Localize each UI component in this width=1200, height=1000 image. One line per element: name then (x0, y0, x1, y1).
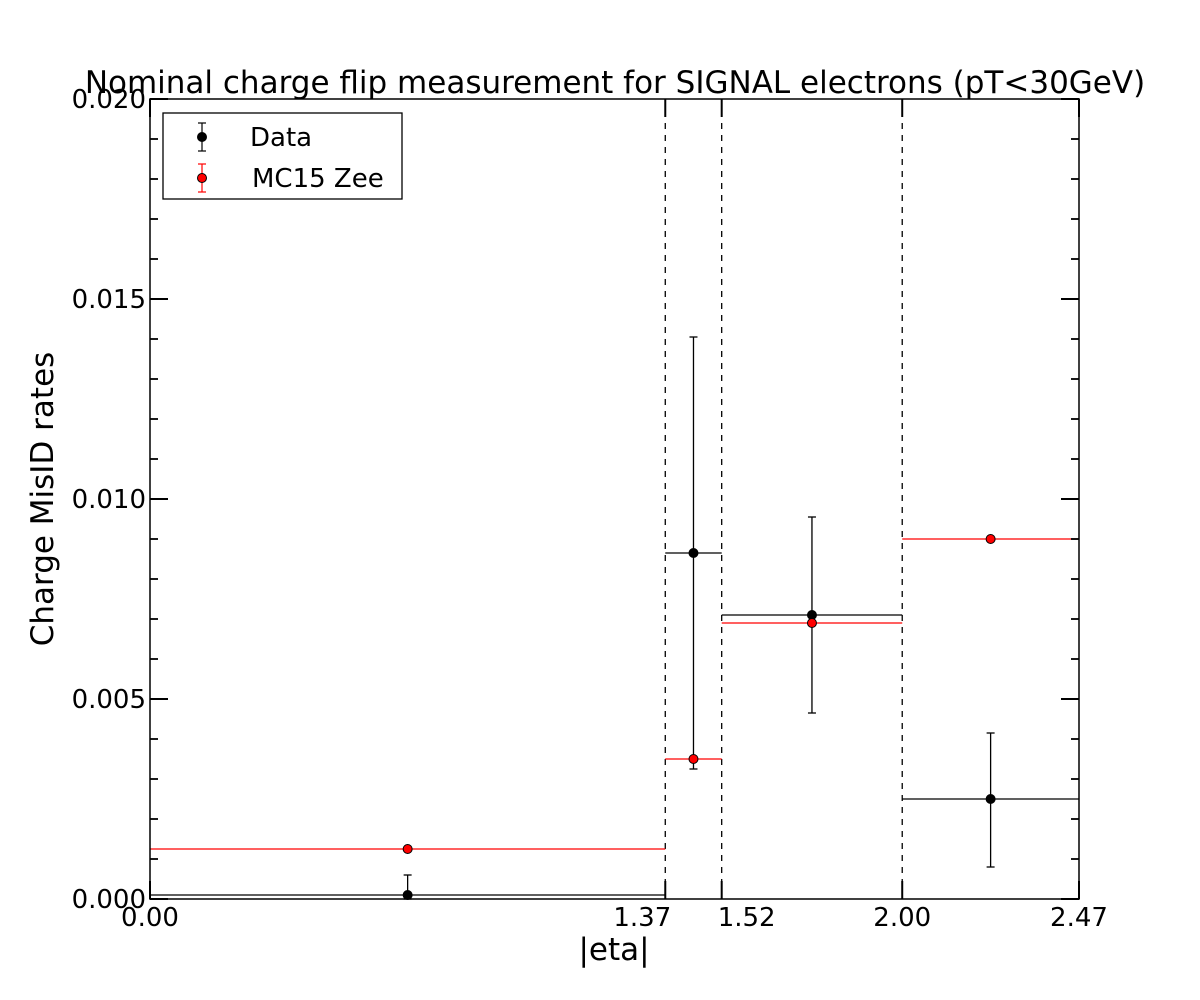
legend-marker-1 (197, 173, 207, 183)
legend: Data MC15 Zee (162, 112, 403, 200)
series-0-point-1 (688, 548, 699, 558)
series-1-point-2 (806, 618, 817, 628)
y-tick-label-4: 0.020 (72, 85, 146, 115)
y-tick-label-3: 0.015 (72, 285, 146, 315)
y-axis-label: Charge MisID rates (25, 352, 61, 647)
bin-boundary-lines (664, 99, 903, 899)
series-1-point-3 (985, 534, 996, 544)
x-tick-label-3: 2.00 (873, 903, 931, 933)
legend-label-0: Data (250, 123, 312, 153)
y-tick-label-0: 0.000 (72, 885, 146, 915)
x-tick-label-0: 0.00 (121, 903, 179, 933)
legend-box (162, 112, 403, 200)
y-tick-label-2: 0.010 (72, 485, 146, 515)
y-tick-labels: 0.000 0.005 0.010 0.015 0.020 (72, 85, 146, 915)
series-1 (150, 534, 1079, 854)
series-0 (150, 336, 1079, 900)
series-1-point-1 (688, 754, 699, 764)
axis-ticks (149, 98, 1080, 900)
series-0-point-0 (402, 890, 413, 900)
series-0-point-3 (985, 794, 996, 804)
chart-title: Nominal charge flip measurement for SIGN… (85, 65, 1145, 101)
legend-marker-0 (197, 132, 207, 142)
x-axis-label: |eta| (578, 932, 649, 968)
series-layer (150, 336, 1079, 900)
x-tick-label-4: 2.47 (1050, 903, 1108, 933)
series-1-point-0 (402, 844, 413, 854)
y-tick-label-1: 0.005 (72, 685, 146, 715)
legend-label-1: MC15 Zee (252, 164, 384, 194)
plot-frame (149, 98, 1080, 900)
x-tick-labels: 0.00 1.37 1.52 2.00 2.47 (121, 903, 1108, 933)
x-tick-label-1: 1.37 (613, 903, 671, 933)
x-tick-label-2: 1.52 (718, 903, 776, 933)
